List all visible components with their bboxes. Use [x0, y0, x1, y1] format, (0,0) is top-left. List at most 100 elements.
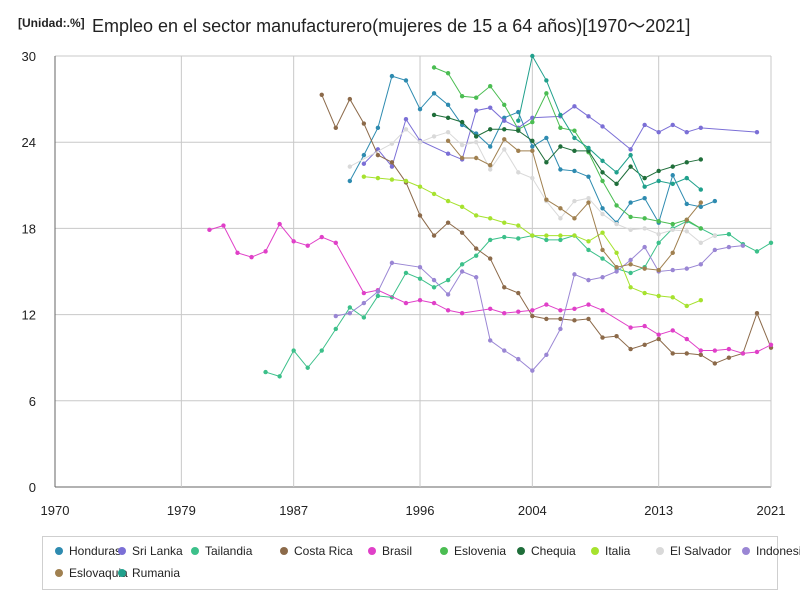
data-point	[488, 105, 493, 110]
data-point	[403, 300, 409, 306]
data-point	[600, 308, 605, 313]
data-point	[417, 140, 423, 145]
x-tick-label: 1970	[41, 503, 70, 518]
data-point	[740, 243, 746, 248]
data-point	[516, 223, 521, 228]
data-point	[586, 114, 591, 119]
data-point	[558, 167, 563, 172]
series-line-tailandia	[265, 220, 772, 377]
data-point	[698, 204, 704, 210]
legend-marker	[656, 547, 664, 555]
data-point	[502, 127, 507, 132]
data-point	[684, 201, 689, 207]
data-point	[670, 173, 675, 178]
data-point	[628, 147, 633, 152]
legend-label: Brasil	[382, 544, 413, 558]
data-point	[417, 106, 423, 112]
data-point	[445, 129, 451, 135]
data-point	[488, 83, 493, 89]
data-point	[516, 118, 521, 123]
data-point	[459, 230, 465, 235]
data-point	[684, 160, 689, 165]
data-point	[459, 155, 465, 161]
data-point	[614, 170, 619, 175]
data-point	[347, 305, 353, 310]
legend: Honduras Sri Lanka Tailandia Costa Rica Bras…	[42, 536, 800, 590]
data-point	[698, 157, 704, 162]
legend-label: Rumania	[132, 566, 181, 580]
data-point	[670, 250, 675, 256]
data-point	[684, 303, 689, 309]
data-point	[347, 164, 353, 169]
y-tick-label: 18	[22, 221, 36, 236]
data-point	[684, 217, 689, 222]
data-point	[628, 325, 633, 330]
legend-item: El Salvador	[656, 544, 731, 558]
data-point	[277, 221, 282, 227]
data-point	[530, 233, 535, 238]
legend-marker	[742, 547, 750, 555]
data-point	[544, 197, 549, 202]
data-point	[628, 262, 633, 267]
data-point	[698, 352, 704, 358]
data-point	[726, 244, 732, 250]
data-point	[600, 335, 605, 340]
series-layer	[207, 53, 774, 379]
data-point	[600, 211, 605, 217]
data-point	[670, 351, 675, 356]
data-point	[445, 115, 451, 120]
data-point	[670, 295, 675, 300]
data-point	[642, 226, 647, 231]
data-point	[431, 191, 437, 197]
data-point	[516, 128, 521, 133]
data-point	[586, 277, 591, 283]
data-point	[263, 369, 268, 375]
legend-label: Tailandia	[205, 544, 253, 558]
legend-label: Eslovenia	[454, 544, 507, 558]
data-point	[488, 144, 493, 149]
series-line-rumania	[517, 54, 702, 190]
data-point	[417, 276, 423, 281]
legend-item: Brasil	[368, 544, 412, 558]
data-point	[361, 315, 367, 320]
data-point	[375, 152, 381, 158]
legend-label: Chequia	[531, 544, 576, 558]
series-costa-rica	[319, 92, 774, 366]
data-point	[684, 129, 689, 135]
data-point	[333, 326, 338, 332]
data-point	[389, 260, 395, 266]
data-point	[530, 138, 535, 143]
data-point	[431, 134, 437, 139]
data-point	[642, 323, 647, 329]
data-point	[431, 65, 437, 70]
data-point	[544, 135, 549, 141]
data-point	[670, 221, 675, 227]
data-point	[431, 112, 437, 118]
legend-item: Chequia	[517, 544, 576, 558]
legend-label: Costa Rica	[294, 544, 353, 558]
data-point	[347, 310, 353, 316]
data-point	[502, 348, 507, 353]
series-brasil	[207, 221, 774, 356]
legend-marker	[368, 547, 376, 555]
data-point	[361, 121, 367, 126]
data-point	[319, 234, 324, 240]
data-point	[712, 247, 718, 253]
data-point	[614, 264, 619, 270]
series-line-indonesia	[335, 245, 743, 372]
data-point	[544, 352, 549, 358]
data-point	[572, 168, 577, 174]
data-point	[305, 365, 310, 370]
data-point	[572, 198, 577, 204]
data-point	[445, 277, 451, 283]
data-point	[628, 270, 633, 276]
data-point	[600, 178, 605, 184]
data-point	[684, 266, 689, 271]
data-point	[488, 256, 493, 261]
legend-item: Costa Rica	[280, 544, 353, 558]
data-point	[502, 102, 507, 108]
series-line-costa-rica	[321, 94, 772, 365]
data-point	[502, 220, 507, 225]
data-point	[445, 308, 451, 313]
data-point	[473, 140, 479, 145]
